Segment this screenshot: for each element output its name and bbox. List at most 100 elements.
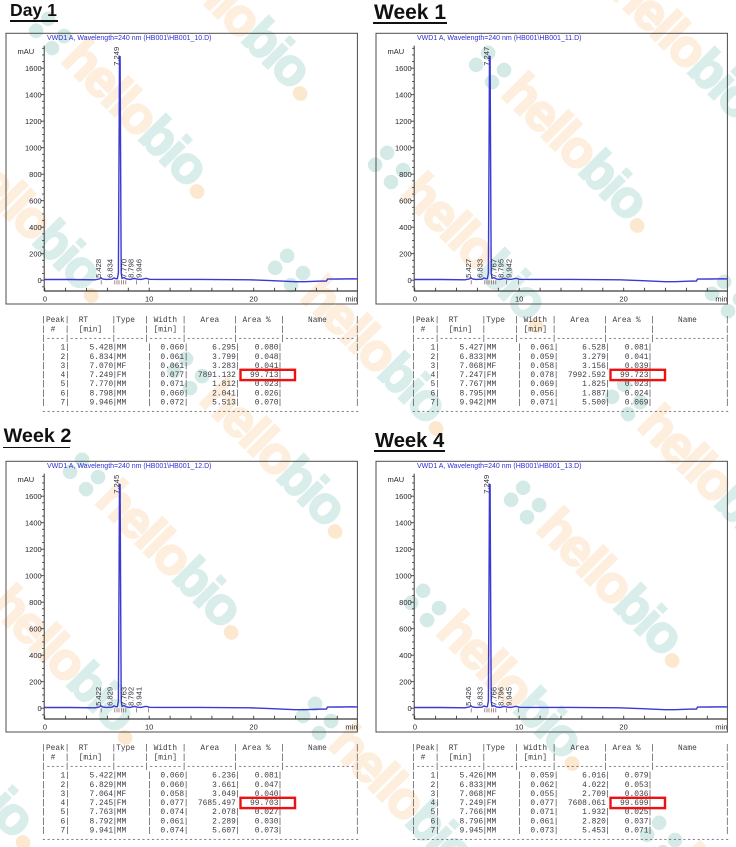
svg-text:7.767: 7.767 [459,380,483,389]
svg-text:1600: 1600 [395,64,412,73]
svg-text:0.073: 0.073 [530,827,554,836]
svg-text:7.068: 7.068 [459,362,483,371]
svg-text:0.080: 0.080 [255,344,279,353]
svg-text:0: 0 [43,295,47,304]
svg-text:8.798: 8.798 [126,259,135,278]
svg-text:6.833: 6.833 [475,259,484,278]
svg-text:|Peak| RT |Type | Width: |Peak| RT |Type | Width | Area | Area % … [411,316,729,325]
svg-text:7.249: 7.249 [112,47,121,66]
svg-text:3.156: 3.156 [582,362,606,371]
svg-text:4: 4 [431,799,436,808]
svg-text:0.061: 0.061 [160,353,184,362]
svg-text:8.792: 8.792 [89,817,113,826]
svg-text:1: 1 [61,772,66,781]
svg-text:6.829: 6.829 [105,687,114,706]
svg-text:MM: MM [487,817,497,826]
svg-text:||||||||: | | | | | | | | [41,781,359,790]
svg-text:400: 400 [29,223,42,232]
svg-text:0.047: 0.047 [255,781,279,790]
svg-text:|----|---------|------|-------: |----|---------|------|-------|---------… [411,763,729,772]
svg-text:3.049: 3.049 [212,790,236,799]
svg-text:1000: 1000 [395,571,412,580]
svg-text:0: 0 [413,295,417,304]
svg-text:7: 7 [431,399,436,408]
svg-text:------------------------------: ----------------------------------------… [412,836,730,845]
svg-text:5.500: 5.500 [582,399,606,408]
svg-text:1200: 1200 [25,545,42,554]
svg-text:0.060: 0.060 [160,781,184,790]
svg-text:||||||||: | | | | | | | | [41,389,359,398]
svg-text:7.245: 7.245 [112,475,121,494]
svg-text:10: 10 [515,295,523,304]
svg-text:||||||||: | | | | | | | | [411,344,729,353]
svg-text:800: 800 [399,170,412,179]
svg-text:99.703: 99.703 [250,799,279,808]
svg-text:0.078: 0.078 [530,371,554,380]
svg-text:||||||||: | | | | | | | | [411,380,729,389]
svg-text:|----|---------|------|-------: |----|---------|------|-------|---------… [41,763,359,772]
svg-text:5.422: 5.422 [89,772,113,781]
svg-text:||||||||: | | | | | | | | [41,344,359,353]
svg-text:------------------------------: ----------------------------------------… [42,408,360,417]
svg-text:0.071: 0.071 [160,380,184,389]
svg-text:MM: MM [117,344,127,353]
svg-text:2: 2 [61,781,66,790]
svg-text:6: 6 [431,817,436,826]
svg-text:MM: MM [117,827,127,836]
svg-text:0.074: 0.074 [160,808,184,817]
svg-text:8.796: 8.796 [496,687,505,706]
svg-text:0.061: 0.061 [530,344,554,353]
svg-text:5: 5 [431,808,436,817]
svg-text:5: 5 [431,380,436,389]
svg-text:0.036: 0.036 [625,790,649,799]
svg-text:||||||||: | | | | | | | | [411,362,729,371]
svg-text:8.792: 8.792 [126,687,135,706]
svg-text:5.427: 5.427 [464,259,473,278]
svg-text:7992.592: 7992.592 [568,371,606,380]
svg-text:0.026: 0.026 [255,389,279,398]
svg-text:6.833: 6.833 [475,687,484,706]
svg-text:3.283: 3.283 [212,362,236,371]
svg-text:7891.132: 7891.132 [198,371,236,380]
svg-text:2.820: 2.820 [582,817,606,826]
svg-text:8.795: 8.795 [459,389,483,398]
svg-text:|----|---------|------|-------: |----|---------|------|-------|---------… [41,334,359,343]
svg-text:20: 20 [619,723,627,732]
svg-text:7.766: 7.766 [489,687,498,706]
svg-text:FM: FM [487,371,497,380]
svg-text:10: 10 [145,295,153,304]
svg-text:2.289: 2.289 [212,817,236,826]
svg-text:VWD1 A, Wavelength=240 nm (HB0: VWD1 A, Wavelength=240 nm (HB001\HB001_1… [417,461,582,470]
svg-text:MM: MM [117,399,127,408]
svg-text:0: 0 [38,704,42,713]
svg-text:0.071: 0.071 [530,399,554,408]
svg-text:9.941: 9.941 [89,827,113,836]
svg-text:0.077: 0.077 [530,799,554,808]
svg-text:0.025: 0.025 [625,808,649,817]
svg-text:||||||||: | | | | | | | | [411,772,729,781]
svg-text:||||||||: | | | | | | | | [41,772,359,781]
svg-text:8.796: 8.796 [459,817,483,826]
svg-text:400: 400 [29,651,42,660]
svg-text:||||||||: | | | | | | | | [41,790,359,799]
svg-text:MM: MM [487,344,497,353]
svg-text:|||||||: | | | | | | | [41,371,359,380]
svg-text:200: 200 [399,677,412,686]
svg-text:| # | [min] | | [min]: | # | [min] | | [min] | | | | [411,754,729,763]
svg-text:3.799: 3.799 [212,353,236,362]
svg-text:| # | [min] | | [min]: | # | [min] | | [min] | | | | [41,326,359,335]
svg-text:0.059: 0.059 [530,353,554,362]
svg-text:0.060: 0.060 [160,344,184,353]
svg-text:VWD1 A, Wavelength=240 nm (HB0: VWD1 A, Wavelength=240 nm (HB001\HB001_1… [47,461,212,470]
svg-text:3.279: 3.279 [582,353,606,362]
svg-text:||||||||: | | | | | | | | [411,827,729,836]
svg-text:0.060: 0.060 [160,772,184,781]
svg-text:0.024: 0.024 [625,389,649,398]
svg-text:||||||||: | | | | | | | | [41,380,359,389]
svg-text:mAU: mAU [388,47,405,56]
svg-text:VWD1 A, Wavelength=240 nm (HB0: VWD1 A, Wavelength=240 nm (HB001\HB001_1… [47,33,212,42]
svg-text:MM: MM [487,781,497,790]
svg-text:7608.061: 7608.061 [568,799,606,808]
svg-text:7.247: 7.247 [482,47,491,66]
svg-text:|----|---------|------|-------: |----|---------|------|-------|---------… [411,334,729,343]
